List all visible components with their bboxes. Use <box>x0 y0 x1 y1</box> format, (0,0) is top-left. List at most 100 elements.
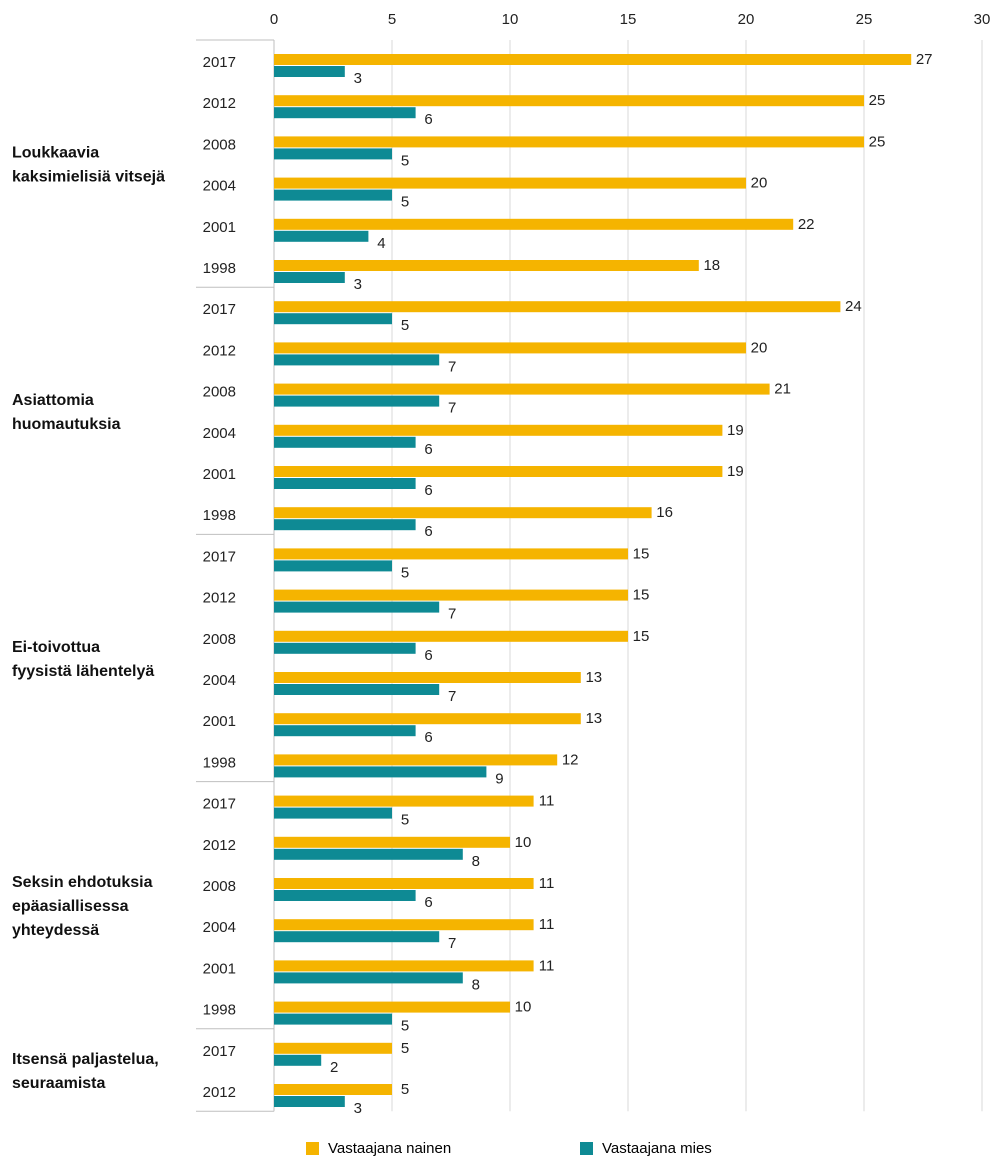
bar-nainen <box>274 466 723 477</box>
bar-nainen <box>274 383 770 395</box>
data-label-mies: 3 <box>354 1100 362 1117</box>
group-label: Itsensä paljastelua, <box>12 1051 159 1068</box>
bar-nainen <box>274 507 652 519</box>
bar-nainen <box>274 713 581 725</box>
data-label-mies: 5 <box>401 812 409 829</box>
bar-mies <box>274 148 392 160</box>
data-label-nainen: 19 <box>727 463 744 480</box>
data-label-mies: 5 <box>401 1018 409 1035</box>
legend-label-nainen: Vastaajana nainen <box>328 1140 452 1157</box>
year-label: 2004 <box>203 178 236 195</box>
data-label-nainen: 22 <box>798 216 815 233</box>
data-label-mies: 5 <box>401 152 409 169</box>
year-label: 2008 <box>203 384 236 401</box>
data-label-mies: 6 <box>424 111 432 128</box>
bar-nainen <box>274 1001 510 1013</box>
data-label-nainen: 12 <box>562 751 579 768</box>
data-label-mies: 7 <box>448 935 456 952</box>
data-label-mies: 4 <box>377 235 385 252</box>
x-tick-label: 25 <box>856 11 873 28</box>
bar-mies <box>274 66 345 77</box>
data-label-nainen: 11 <box>539 957 555 974</box>
bar-nainen <box>274 424 723 436</box>
data-label-nainen: 15 <box>633 545 650 562</box>
group-label: seuraamista <box>12 1075 105 1092</box>
year-label: 2012 <box>203 590 236 607</box>
data-label-mies: 8 <box>472 976 480 993</box>
data-label-nainen: 27 <box>916 51 933 68</box>
legend-item-mies: Vastaajana mies <box>580 1140 712 1157</box>
x-tick-label: 0 <box>270 11 278 28</box>
year-label: 2008 <box>203 878 236 895</box>
data-label-nainen: 24 <box>845 298 862 315</box>
bar-mies <box>274 766 487 778</box>
data-label-nainen: 15 <box>633 628 650 645</box>
data-label-nainen: 11 <box>539 875 555 892</box>
bar-mies <box>274 519 416 531</box>
legend-item-nainen: Vastaajana nainen <box>306 1140 451 1157</box>
bar-mies <box>274 313 392 325</box>
data-label-mies: 6 <box>424 647 432 664</box>
year-label: 2001 <box>203 713 236 730</box>
group-label: Seksin ehdotuksia <box>12 874 153 891</box>
year-label: 2017 <box>203 301 236 318</box>
bar-nainen <box>274 630 628 642</box>
data-label-mies: 6 <box>424 523 432 540</box>
year-label: 1998 <box>203 260 236 277</box>
bar-nainen <box>274 589 628 601</box>
bar-nainen <box>274 218 794 230</box>
bar-nainen <box>274 177 746 189</box>
data-label-nainen: 13 <box>585 669 602 686</box>
group-label: epäasiallisessa <box>12 898 129 915</box>
data-label-mies: 6 <box>424 894 432 911</box>
legend: Vastaajana nainen Vastaajana mies <box>0 1140 996 1170</box>
data-label-nainen: 11 <box>539 916 555 933</box>
data-label-nainen: 16 <box>656 504 673 521</box>
data-label-mies: 6 <box>424 729 432 746</box>
year-label: 2017 <box>203 796 236 813</box>
bar-mies <box>274 395 440 407</box>
year-label: 1998 <box>203 754 236 771</box>
bar-mies <box>274 1013 392 1025</box>
data-label-nainen: 13 <box>585 710 602 727</box>
bar-nainen <box>274 878 534 889</box>
bar-nainen <box>274 342 746 354</box>
legend-swatch-mies <box>580 1142 593 1155</box>
group-label: Ei-toivottua <box>12 639 100 656</box>
x-tick-label: 20 <box>738 11 755 28</box>
data-label-nainen: 15 <box>633 587 650 604</box>
data-label-mies: 5 <box>401 194 409 211</box>
data-label-nainen: 20 <box>751 175 768 192</box>
year-label: 2001 <box>203 219 236 236</box>
group-label: Asiattomia <box>12 392 94 409</box>
data-label-mies: 7 <box>448 400 456 417</box>
year-label: 1998 <box>203 507 236 524</box>
data-label-nainen: 10 <box>515 999 532 1016</box>
x-tick-label: 10 <box>502 11 519 28</box>
data-label-nainen: 18 <box>703 257 720 274</box>
x-tick-label: 15 <box>620 11 637 28</box>
data-label-nainen: 21 <box>774 381 791 398</box>
year-label: 2017 <box>203 548 236 565</box>
group-label: fyysistä lähentelyä <box>12 663 154 680</box>
data-label-nainen: 20 <box>751 339 768 356</box>
year-label: 2012 <box>203 837 236 854</box>
bar-mies <box>274 931 440 943</box>
bar-nainen <box>274 260 699 271</box>
year-label: 2012 <box>203 342 236 359</box>
data-label-nainen: 5 <box>401 1040 409 1057</box>
bar-mies <box>274 230 369 242</box>
data-label-mies: 6 <box>424 482 432 499</box>
bar-nainen <box>274 672 581 683</box>
data-label-mies: 8 <box>472 853 480 870</box>
year-label: 2008 <box>203 631 236 648</box>
data-label-nainen: 11 <box>539 793 555 810</box>
bar-mies <box>274 890 416 901</box>
legend-swatch-nainen <box>306 1142 319 1155</box>
bar-nainen <box>274 301 841 313</box>
data-label-nainen: 10 <box>515 834 532 851</box>
data-label-nainen: 25 <box>869 133 886 150</box>
bar-nainen <box>274 754 558 766</box>
bar-nainen <box>274 1042 392 1054</box>
bar-nainen <box>274 795 534 807</box>
